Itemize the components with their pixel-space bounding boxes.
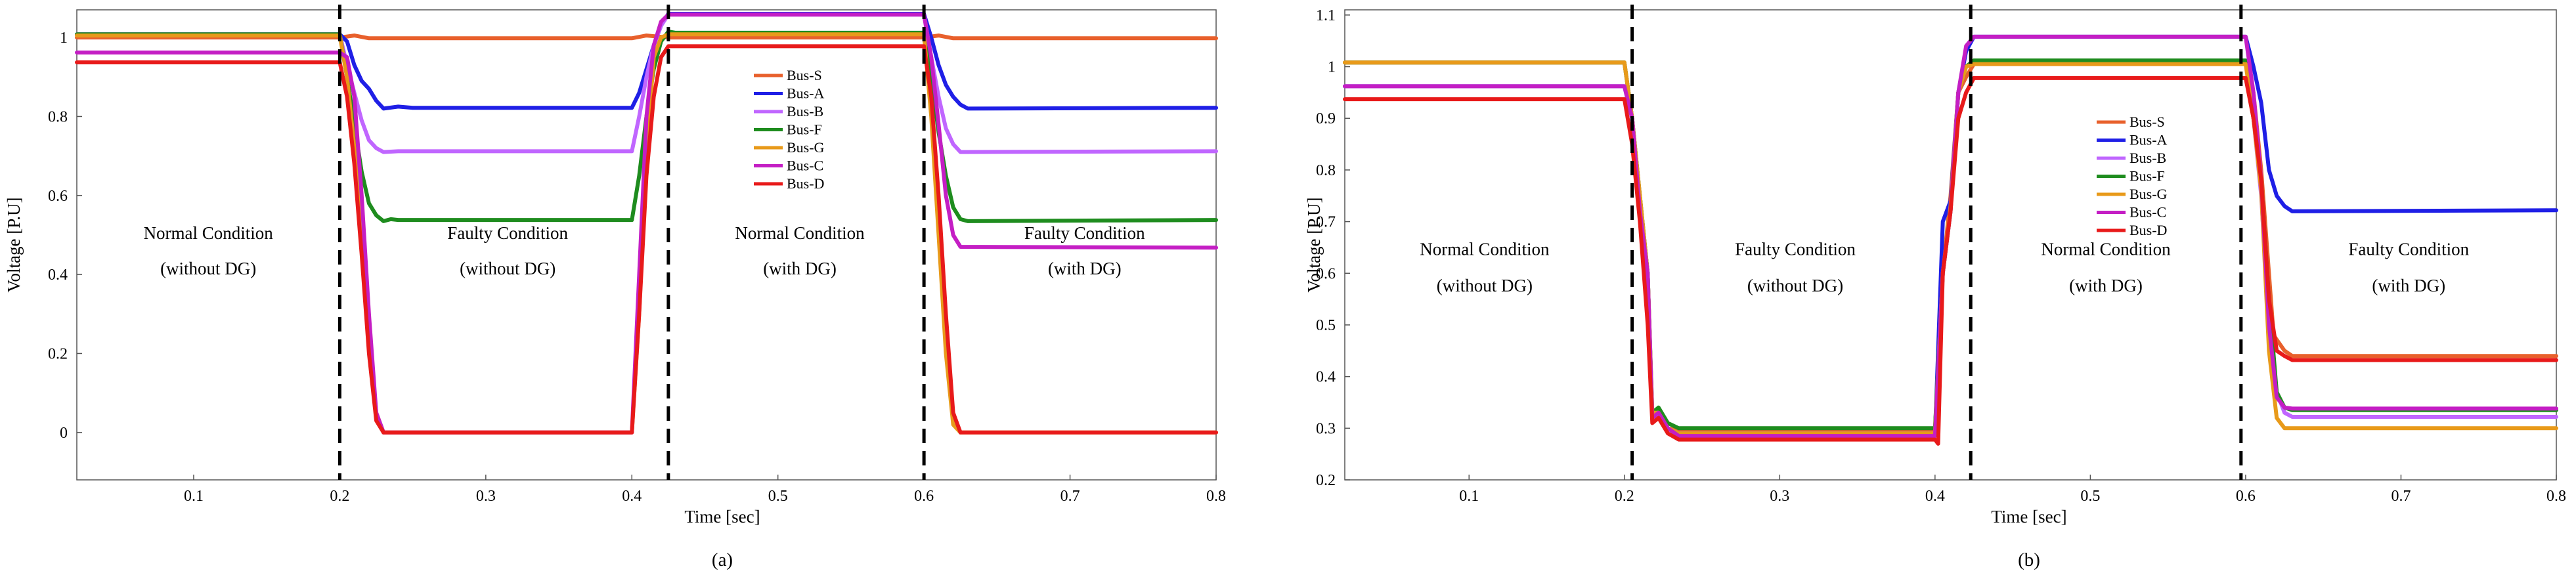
region-labels-a: Normal Condition (without DG) Faulty Condi… [144, 223, 1146, 278]
chart-panel-a: 0.1 0.2 0.3 0.4 0.5 0.6 0.7 0.8 00.20.40.60.81 … [4, 5, 1226, 570]
panel-label-a: (a) [712, 549, 733, 570]
x-tick-label-a-1: 0.2 [330, 488, 349, 505]
y-tick-label-a-0: 0 [60, 425, 68, 442]
series-line-bus-d [75, 44, 1218, 435]
region-sublabel-b-2: (with DG) [2069, 276, 2143, 295]
x-tick-label-a-5: 0.6 [914, 488, 934, 505]
legend-label-bus-g: Bus-G [787, 139, 825, 156]
series-line-bus-a [75, 12, 1218, 111]
legend-label-bus-a: Bus-A [2129, 132, 2168, 148]
x-tick-label-b-0: 0.1 [1459, 488, 1479, 505]
x-tick-label-b-4: 0.5 [2080, 488, 2100, 505]
plot-area-a [76, 9, 1217, 481]
y-tick-label-b-6: 0.8 [1316, 162, 1336, 179]
fault-lines-a [338, 5, 926, 480]
legend-label-bus-g: Bus-G [2129, 186, 2168, 202]
legend-label-bus-s: Bus-S [2129, 114, 2165, 130]
region-label-b-3: Faulty Condition [2348, 240, 2469, 259]
y-tick-label-b-0: 0.2 [1316, 472, 1336, 489]
y-tick-label-a-2: 0.4 [48, 267, 68, 284]
y-tick-label-b-1: 0.3 [1316, 420, 1336, 437]
y-tick-label-b-4: 0.6 [1316, 265, 1336, 282]
region-label-a-0: Normal Condition [144, 223, 274, 243]
x-tick-label-b-5: 0.6 [2236, 488, 2256, 505]
x-tick-label-b-7: 0.8 [2546, 488, 2566, 505]
series-line-bus-b [75, 12, 1218, 154]
x-tick-label-a-6: 0.7 [1060, 488, 1080, 505]
y-tick-label-b-3: 0.5 [1316, 317, 1336, 334]
series-line-bus-c [75, 12, 1218, 435]
y-tick-label-b-7: 0.9 [1316, 110, 1336, 127]
legend-label-bus-b: Bus-B [787, 103, 823, 119]
region-label-b-1: Faulty Condition [1735, 240, 1856, 259]
y-tick-label-a-4: 0.8 [48, 108, 68, 125]
legend-label-bus-s: Bus-S [787, 67, 822, 83]
y-tick-label-b-5: 0.7 [1316, 214, 1336, 231]
y-tick-label-b-8: 1 [1328, 59, 1336, 76]
x-tick-label-a-3: 0.4 [622, 488, 642, 505]
legend-label-bus-c: Bus-C [787, 158, 823, 174]
y-axis-label-b: Voltage [P.U] [1304, 198, 1324, 293]
region-label-a-2: Normal Condition [735, 223, 865, 243]
region-sublabel-a-3: (with DG) [1048, 259, 1122, 278]
x-tick-label-b-6: 0.7 [2391, 488, 2411, 505]
legend-label-bus-a: Bus-A [787, 85, 825, 102]
y-tick-label-a-5: 1 [60, 30, 68, 47]
legend-label-bus-f: Bus-F [787, 121, 822, 138]
y-tick-label-a-1: 0.2 [48, 345, 68, 362]
x-axis-label-a: Time [sec] [684, 507, 760, 526]
region-sublabel-b-0: (without DG) [1437, 276, 1533, 295]
x-tick-label-a-7: 0.8 [1206, 488, 1226, 505]
legend-label-bus-c: Bus-C [2129, 204, 2166, 221]
region-label-b-0: Normal Condition [1420, 240, 1550, 259]
series-line-bus-d [1343, 75, 2558, 446]
region-label-a-1: Faulty Condition [447, 223, 568, 243]
y-tick-label-b-2: 0.4 [1316, 369, 1336, 386]
region-sublabel-a-1: (without DG) [460, 259, 556, 278]
x-tick-label-b-1: 0.2 [1615, 488, 1634, 505]
x-tick-label-a-0: 0.1 [184, 488, 204, 505]
legend-label-bus-d: Bus-D [787, 175, 824, 192]
y-tick-label-a-3: 0.6 [48, 188, 68, 205]
region-labels-b: Normal Condition (without DG) Faulty Condi… [1420, 240, 2469, 295]
x-tick-label-b-3: 0.4 [1925, 488, 1945, 505]
region-label-a-3: Faulty Condition [1024, 223, 1145, 243]
y-axis-label-a: Voltage [P.U] [4, 198, 24, 293]
region-sublabel-b-1: (without DG) [1747, 276, 1843, 295]
region-sublabel-a-0: (without DG) [160, 259, 256, 278]
y-tick-label-b-9: 1.1 [1316, 7, 1336, 24]
x-axis-label-b: Time [sec] [1991, 507, 2066, 526]
x-tick-label-b-2: 0.3 [1770, 488, 1789, 505]
legend-label-bus-b: Bus-B [2129, 150, 2166, 166]
x-tick-label-a-2: 0.3 [476, 488, 496, 505]
y-axis-ticks-b: 0.2 0.3 0.4 0.5 0.6 0.7 0.8 0.9 1 1.1 [1316, 7, 1350, 489]
y-axis-ticks-a: 0 0.2 0.4 0.6 0.8 1 [48, 30, 82, 442]
x-axis-ticks-b: 0.1 0.2 0.3 0.4 0.5 0.6 0.7 0.8 [1459, 475, 2566, 505]
panel-label-b: (b) [2018, 549, 2040, 570]
chart-panel-b: 0.1 0.2 0.3 0.4 0.5 0.6 0.7 0.8 0.2 0.3 0.4 0.5 0.6… [1304, 5, 2566, 570]
x-tick-label-a-4: 0.5 [768, 488, 788, 505]
legend-label-bus-f: Bus-F [2129, 168, 2165, 184]
fault-lines-b [1630, 5, 2243, 480]
region-sublabel-b-3: (with DG) [2372, 276, 2445, 295]
series-group-b [1343, 34, 2558, 446]
series-line-bus-s [75, 33, 1218, 41]
x-axis-ticks-a: 0.1 0.2 0.3 0.4 0.5 0.6 0.7 0.8 [184, 475, 1226, 505]
legend-label-bus-d: Bus-D [2129, 222, 2167, 238]
region-sublabel-a-2: (with DG) [763, 259, 837, 278]
series-group-a [75, 12, 1218, 435]
region-label-b-2: Normal Condition [2041, 240, 2171, 259]
